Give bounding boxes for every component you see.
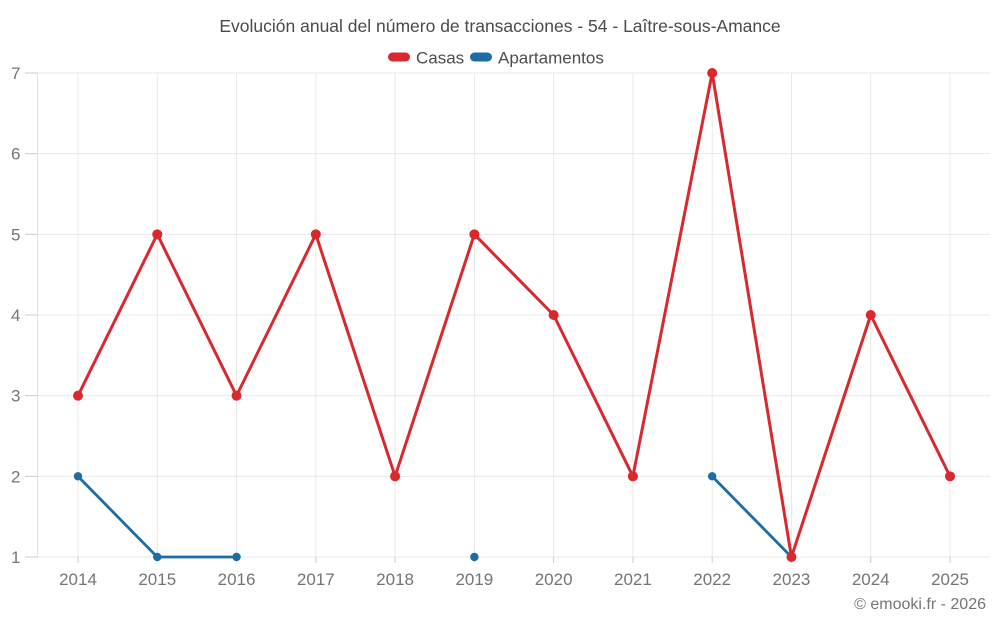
y-axis-label: 2 bbox=[11, 467, 20, 486]
x-axis-label: 2024 bbox=[852, 570, 890, 589]
data-point-casas-2016[interactable] bbox=[231, 390, 242, 401]
y-axis-label: 5 bbox=[11, 225, 20, 244]
legend-label-casas: Casas bbox=[416, 49, 464, 68]
data-point-casas-2014[interactable] bbox=[73, 390, 83, 401]
legend-swatch-apartamentos bbox=[470, 52, 492, 62]
data-point-casas-2021[interactable] bbox=[627, 471, 638, 482]
data-point-apartamentos-2015[interactable] bbox=[153, 552, 162, 562]
data-point-apartamentos-2016[interactable] bbox=[232, 552, 241, 562]
x-axis-label: 2021 bbox=[614, 570, 652, 589]
data-point-casas-2025[interactable] bbox=[945, 471, 955, 482]
x-axis-label: 2025 bbox=[931, 570, 969, 589]
data-point-casas-2018[interactable] bbox=[390, 471, 401, 482]
legend-swatch-casas bbox=[388, 52, 410, 62]
x-axis-label: 2020 bbox=[535, 570, 573, 589]
data-point-casas-2017[interactable] bbox=[310, 229, 321, 240]
data-point-casas-2020[interactable] bbox=[548, 310, 559, 320]
y-axis-label: 6 bbox=[11, 145, 20, 164]
data-point-casas-2024[interactable] bbox=[865, 310, 876, 320]
plot-area: 1 2 3 4 5 6 7 2014 2015 2016 2017 2018 2019 2020 2021 2… bbox=[11, 64, 990, 589]
y-axis-label: 4 bbox=[11, 306, 20, 325]
x-axis-label: 2016 bbox=[218, 570, 256, 589]
x-axis-label: 2019 bbox=[455, 570, 493, 589]
data-point-casas-2019[interactable] bbox=[469, 229, 480, 240]
x-axis-label: 2014 bbox=[59, 570, 97, 589]
series-line-casas bbox=[76, 71, 952, 559]
legend-item-casas[interactable]: Casas bbox=[388, 49, 464, 68]
data-point-casas-2015[interactable] bbox=[152, 229, 163, 240]
x-axis-label: 2015 bbox=[138, 570, 176, 589]
chart-title: Evolución anual del número de transaccio… bbox=[219, 16, 780, 36]
data-point-casas-2023[interactable] bbox=[786, 552, 797, 562]
legend-label-apartamentos: Apartamentos bbox=[498, 49, 604, 68]
y-axis-label: 1 bbox=[11, 548, 20, 567]
data-point-apartamentos-2019[interactable] bbox=[470, 552, 479, 562]
data-point-apartamentos-2022[interactable] bbox=[707, 472, 717, 481]
data-point-apartamentos-2014[interactable] bbox=[73, 472, 83, 481]
data-point-casas-2022[interactable] bbox=[707, 68, 718, 78]
x-axis-label: 2022 bbox=[693, 570, 731, 589]
x-axis-label: 2018 bbox=[376, 570, 414, 589]
legend-item-apartamentos[interactable]: Apartamentos bbox=[470, 49, 604, 68]
x-axis-label: 2017 bbox=[297, 570, 335, 589]
y-axis-label: 7 bbox=[11, 64, 20, 83]
chart-legend: Casas Apartamentos bbox=[388, 49, 604, 68]
series-line-apartamentos bbox=[710, 474, 793, 559]
watermark: © emooki.fr - 2026 bbox=[854, 596, 986, 613]
x-axis-label: 2023 bbox=[773, 570, 811, 589]
y-axis-label: 3 bbox=[11, 387, 20, 406]
